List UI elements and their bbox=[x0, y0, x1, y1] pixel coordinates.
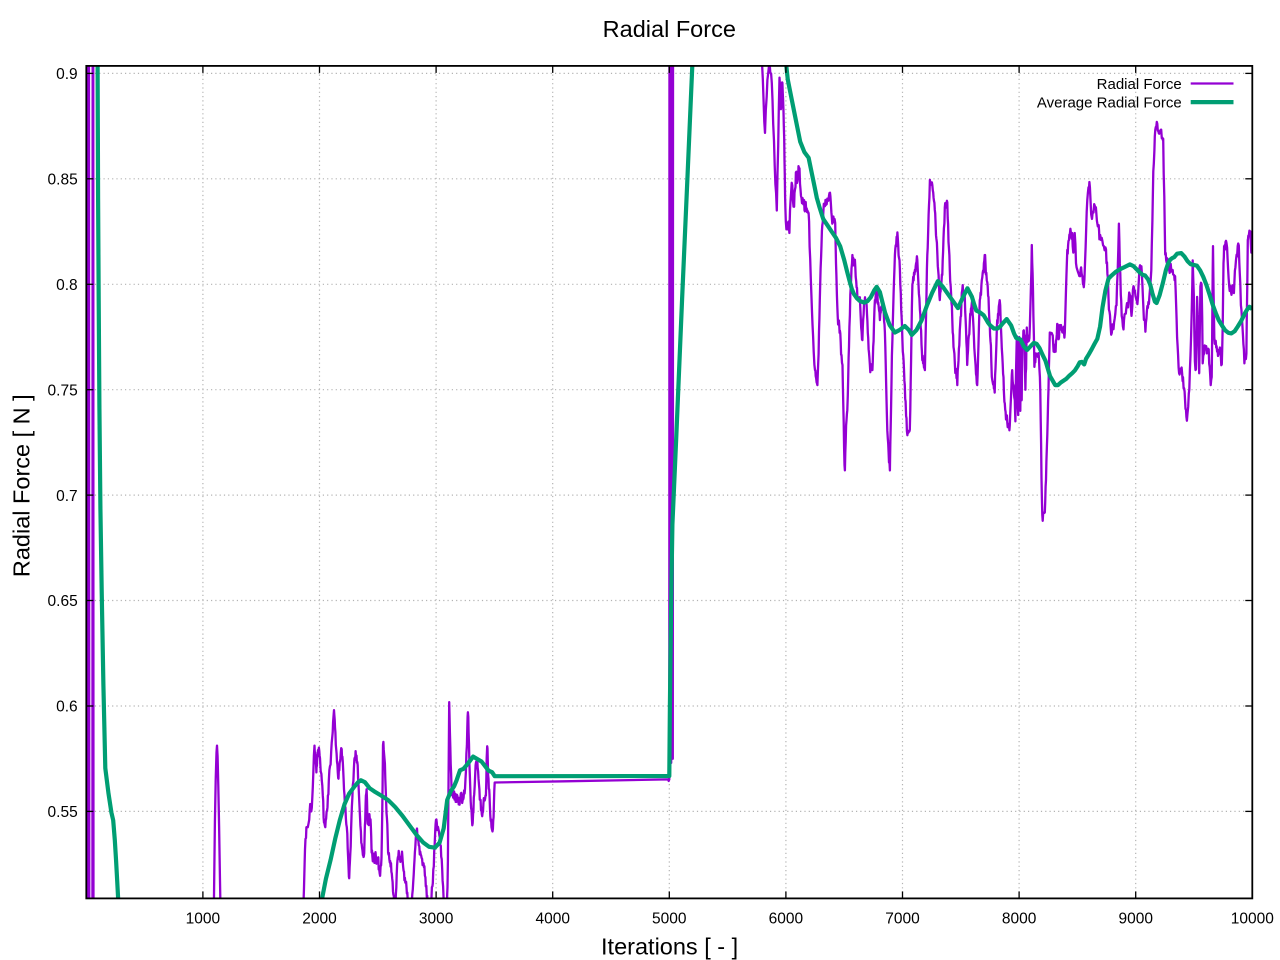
svg-text:9000: 9000 bbox=[1118, 911, 1153, 928]
svg-text:5000: 5000 bbox=[652, 911, 687, 928]
svg-text:7000: 7000 bbox=[885, 911, 920, 928]
svg-text:3000: 3000 bbox=[419, 911, 454, 928]
svg-text:4000: 4000 bbox=[535, 911, 570, 928]
svg-text:0.7: 0.7 bbox=[56, 488, 78, 505]
svg-text:0.9: 0.9 bbox=[56, 66, 78, 83]
svg-text:6000: 6000 bbox=[769, 911, 804, 928]
svg-text:1000: 1000 bbox=[186, 911, 221, 928]
svg-text:2000: 2000 bbox=[302, 911, 337, 928]
svg-text:Iterations [ - ]: Iterations [ - ] bbox=[601, 933, 738, 959]
svg-text:Radial Force [ N ]: Radial Force [ N ] bbox=[9, 394, 35, 577]
svg-text:0.55: 0.55 bbox=[48, 804, 78, 821]
svg-text:0.6: 0.6 bbox=[56, 699, 78, 716]
svg-text:8000: 8000 bbox=[1002, 911, 1037, 928]
svg-text:Radial Force: Radial Force bbox=[603, 16, 736, 42]
svg-text:0.65: 0.65 bbox=[48, 593, 78, 610]
svg-text:0.85: 0.85 bbox=[48, 172, 78, 189]
svg-text:0.8: 0.8 bbox=[56, 277, 78, 294]
svg-text:Average Radial Force: Average Radial Force bbox=[1037, 94, 1182, 111]
svg-text:10000: 10000 bbox=[1231, 911, 1274, 928]
svg-text:0.75: 0.75 bbox=[48, 382, 78, 399]
svg-text:Radial Force: Radial Force bbox=[1097, 76, 1182, 93]
